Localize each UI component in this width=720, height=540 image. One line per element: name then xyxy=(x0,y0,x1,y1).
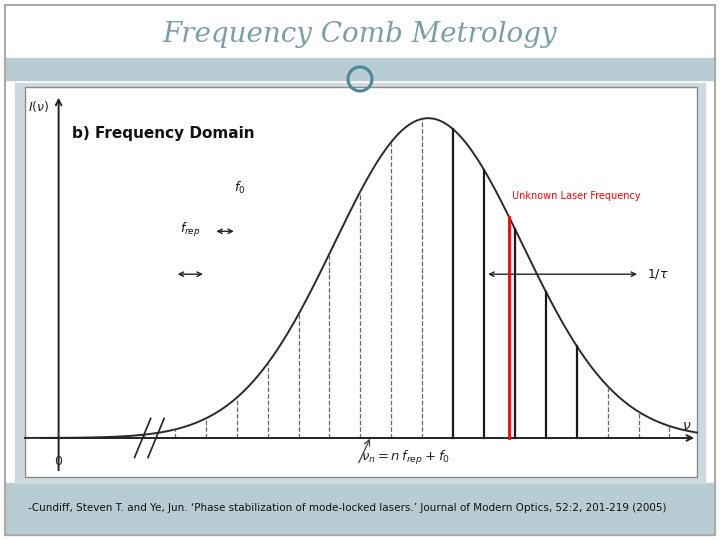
Text: $f_{rep}$: $f_{rep}$ xyxy=(180,221,201,239)
Text: Frequency Comb Metrology: Frequency Comb Metrology xyxy=(163,22,557,49)
Text: $f_0$: $f_0$ xyxy=(234,180,246,196)
Text: -Cundiff, Steven T. and Ye, Jun. ‘Phase stabilization of mode-locked lasers.’ Jo: -Cundiff, Steven T. and Ye, Jun. ‘Phase … xyxy=(28,503,667,513)
Text: $1/\tau$: $1/\tau$ xyxy=(647,267,668,281)
Text: $\nu_n = n\,f_{rep} + f_0$: $\nu_n = n\,f_{rep} + f_0$ xyxy=(361,449,450,467)
Bar xyxy=(5,483,715,535)
Bar xyxy=(5,58,715,80)
Text: b) Frequency Domain: b) Frequency Domain xyxy=(72,126,255,141)
Text: Unknown Laser Frequency: Unknown Laser Frequency xyxy=(512,191,641,201)
Bar xyxy=(15,83,705,483)
Bar xyxy=(25,87,697,477)
Text: $\nu$: $\nu$ xyxy=(683,419,692,433)
Bar xyxy=(25,87,697,477)
Text: $I(\nu)$: $I(\nu)$ xyxy=(28,99,49,114)
Text: 0: 0 xyxy=(55,455,63,468)
